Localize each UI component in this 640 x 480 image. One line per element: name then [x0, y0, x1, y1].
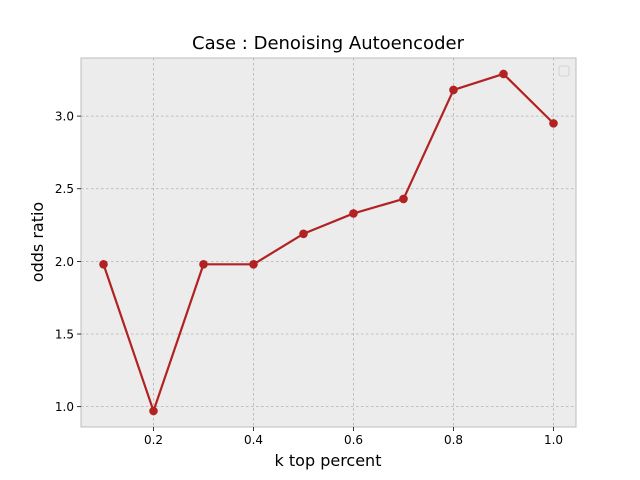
data-point	[349, 209, 358, 218]
data-point	[449, 85, 458, 95]
data-point	[399, 194, 408, 204]
grid-lines	[81, 58, 576, 427]
x-tick-label: 0.4	[244, 433, 263, 447]
y-tick-label: 2.5	[55, 182, 74, 196]
y-tick-label: 3.0	[55, 110, 74, 124]
x-tick-label: 0.2	[144, 433, 163, 447]
plot-frame	[80, 57, 577, 428]
series-line	[102, 72, 555, 413]
series-odds-ratio	[99, 69, 558, 416]
x-tick-label: 1.0	[544, 433, 563, 447]
x-tick-label: 0.8	[444, 433, 463, 447]
axis-ticks: 0.2 0.4 0.6 0.8 1.0 1.0 1.5 2.0 2.5 3.0	[55, 110, 563, 447]
y-axis-label: odds ratio	[28, 202, 47, 282]
x-tick-label: 0.6	[344, 433, 363, 447]
y-tick-label: 1.5	[55, 328, 74, 342]
plot-area	[81, 58, 576, 427]
data-point	[249, 259, 258, 269]
y-tick-label: 1.0	[55, 400, 74, 414]
data-point	[99, 259, 108, 269]
x-axis-label: k top percent	[275, 451, 382, 470]
y-tick-label: 2.0	[55, 255, 74, 269]
data-point	[299, 229, 308, 239]
data-point	[549, 119, 558, 128]
chart-title: Case : Denoising Autoencoder	[192, 33, 465, 54]
empty-legend-box	[558, 65, 570, 77]
data-point	[149, 406, 158, 416]
data-point	[199, 259, 208, 269]
data-point	[499, 69, 508, 79]
